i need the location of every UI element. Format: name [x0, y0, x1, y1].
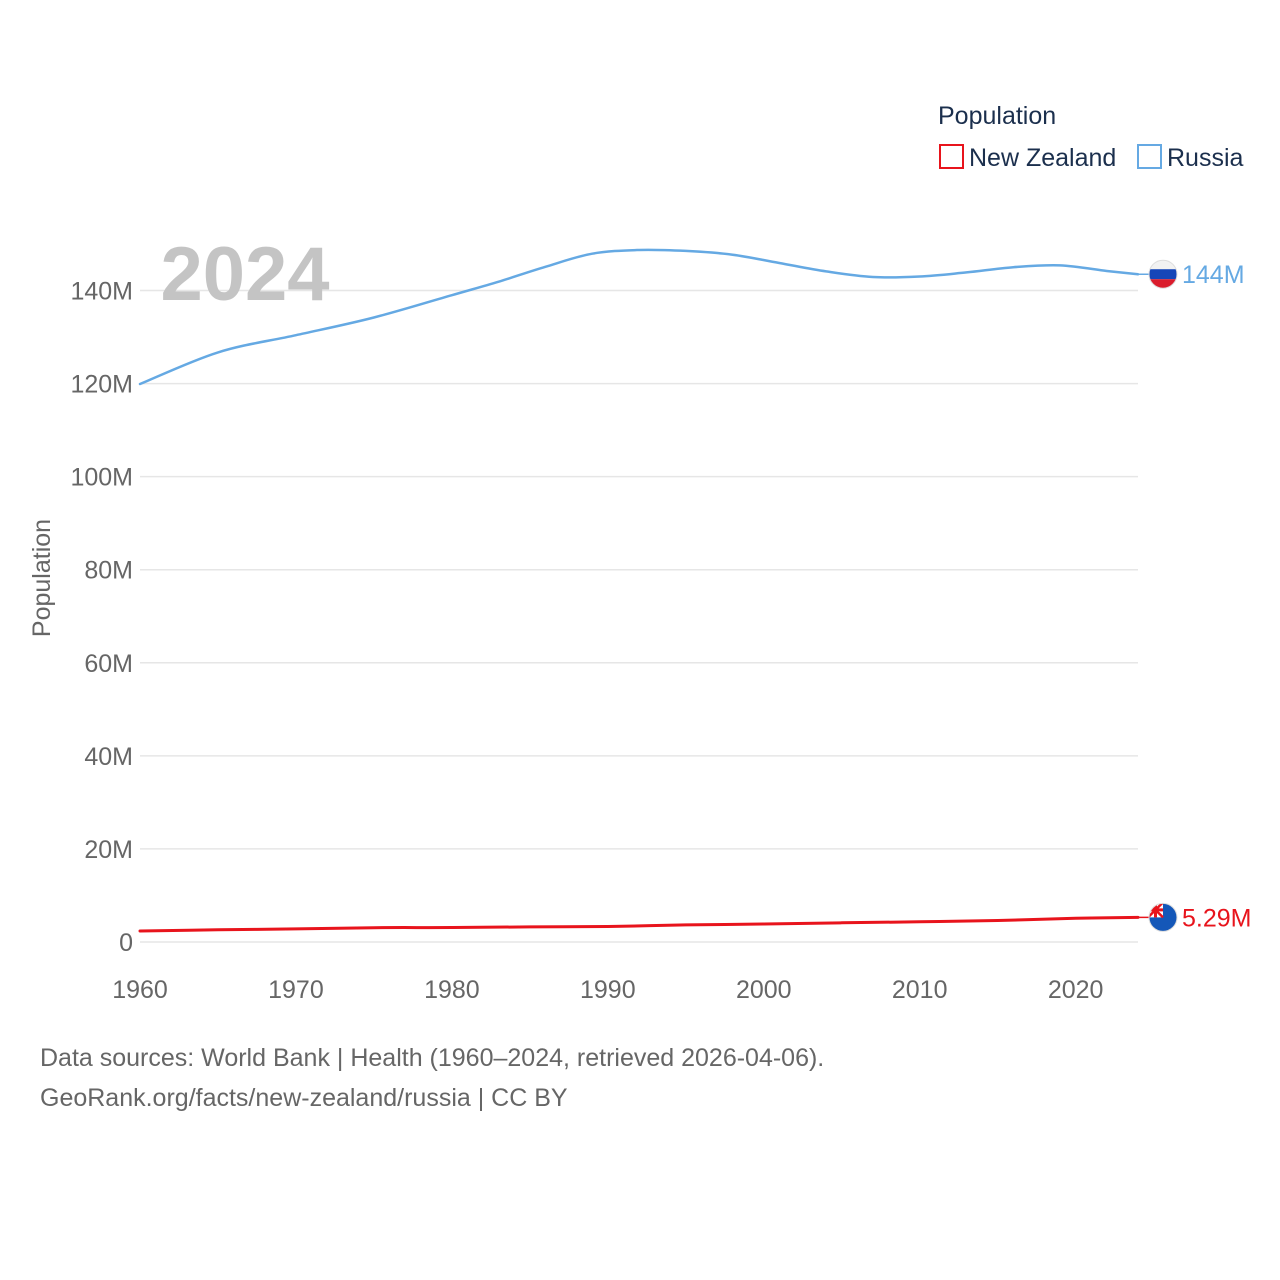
series-lines: [138, 248, 1140, 933]
series-line-russia: [138, 248, 1140, 386]
legend: Population New Zealand Russia: [938, 102, 1244, 172]
flag-stripe-white: [1149, 260, 1177, 270]
x-tick-label: 1990: [580, 976, 636, 1004]
flag-stripe-blue: [1149, 269, 1177, 280]
x-axis-tick-labels: 1960 1970 1980 1990 2000 2010 2020: [112, 976, 1103, 1004]
x-tick-label: 1970: [268, 976, 324, 1004]
y-tick-label: 0: [119, 929, 133, 957]
legend-swatch-new-zealand: [939, 144, 964, 169]
flag-stripe-red: [1149, 279, 1177, 289]
flag-border: [1148, 902, 1178, 932]
x-tick-label: 2000: [736, 976, 792, 1004]
series-line-new-zealand: [138, 915, 1140, 933]
x-tick-label: 2020: [1048, 976, 1104, 1004]
x-tick-label: 1960: [112, 976, 168, 1004]
y-tick-label: 140M: [70, 278, 133, 306]
legend-label-russia: Russia: [1167, 144, 1244, 172]
y-tick-label: 100M: [70, 464, 133, 492]
y-axis-title: Population: [28, 519, 56, 637]
series-end-markers: 5.29M 144M: [1138, 259, 1251, 932]
new-zealand-flag-icon: [1148, 902, 1178, 932]
russia-flag-icon: [1148, 259, 1178, 289]
y-tick-label: 20M: [84, 836, 133, 864]
legend-title: Population: [938, 102, 1056, 130]
year-watermark: 2024: [160, 232, 329, 317]
end-label-new-zealand: 5.29M: [1182, 904, 1251, 932]
y-axis-tick-labels: 0 20M 40M 60M 80M 100M 120M 140M: [70, 278, 133, 958]
flag-border: [1148, 259, 1178, 289]
legend-item-new-zealand[interactable]: New Zealand: [939, 144, 1116, 172]
legend-item-russia[interactable]: Russia: [1137, 144, 1244, 172]
y-tick-label: 40M: [84, 743, 133, 771]
data-sources-note: Data sources: World Bank | Health (1960–…: [40, 1044, 825, 1072]
x-tick-label: 1980: [424, 976, 480, 1004]
y-tick-label: 60M: [84, 650, 133, 678]
legend-swatch-russia: [1137, 144, 1162, 169]
x-tick-label: 2010: [892, 976, 948, 1004]
flag-canton-bar-h: [1149, 908, 1163, 912]
source-link-license[interactable]: GeoRank.org/facts/new-zealand/russia | C…: [40, 1084, 568, 1112]
gridlines: [140, 289, 1138, 943]
y-tick-label: 80M: [84, 557, 133, 585]
end-label-russia: 144M: [1182, 261, 1245, 289]
y-tick-label: 120M: [70, 371, 133, 399]
legend-label-new-zealand: New Zealand: [969, 144, 1116, 172]
